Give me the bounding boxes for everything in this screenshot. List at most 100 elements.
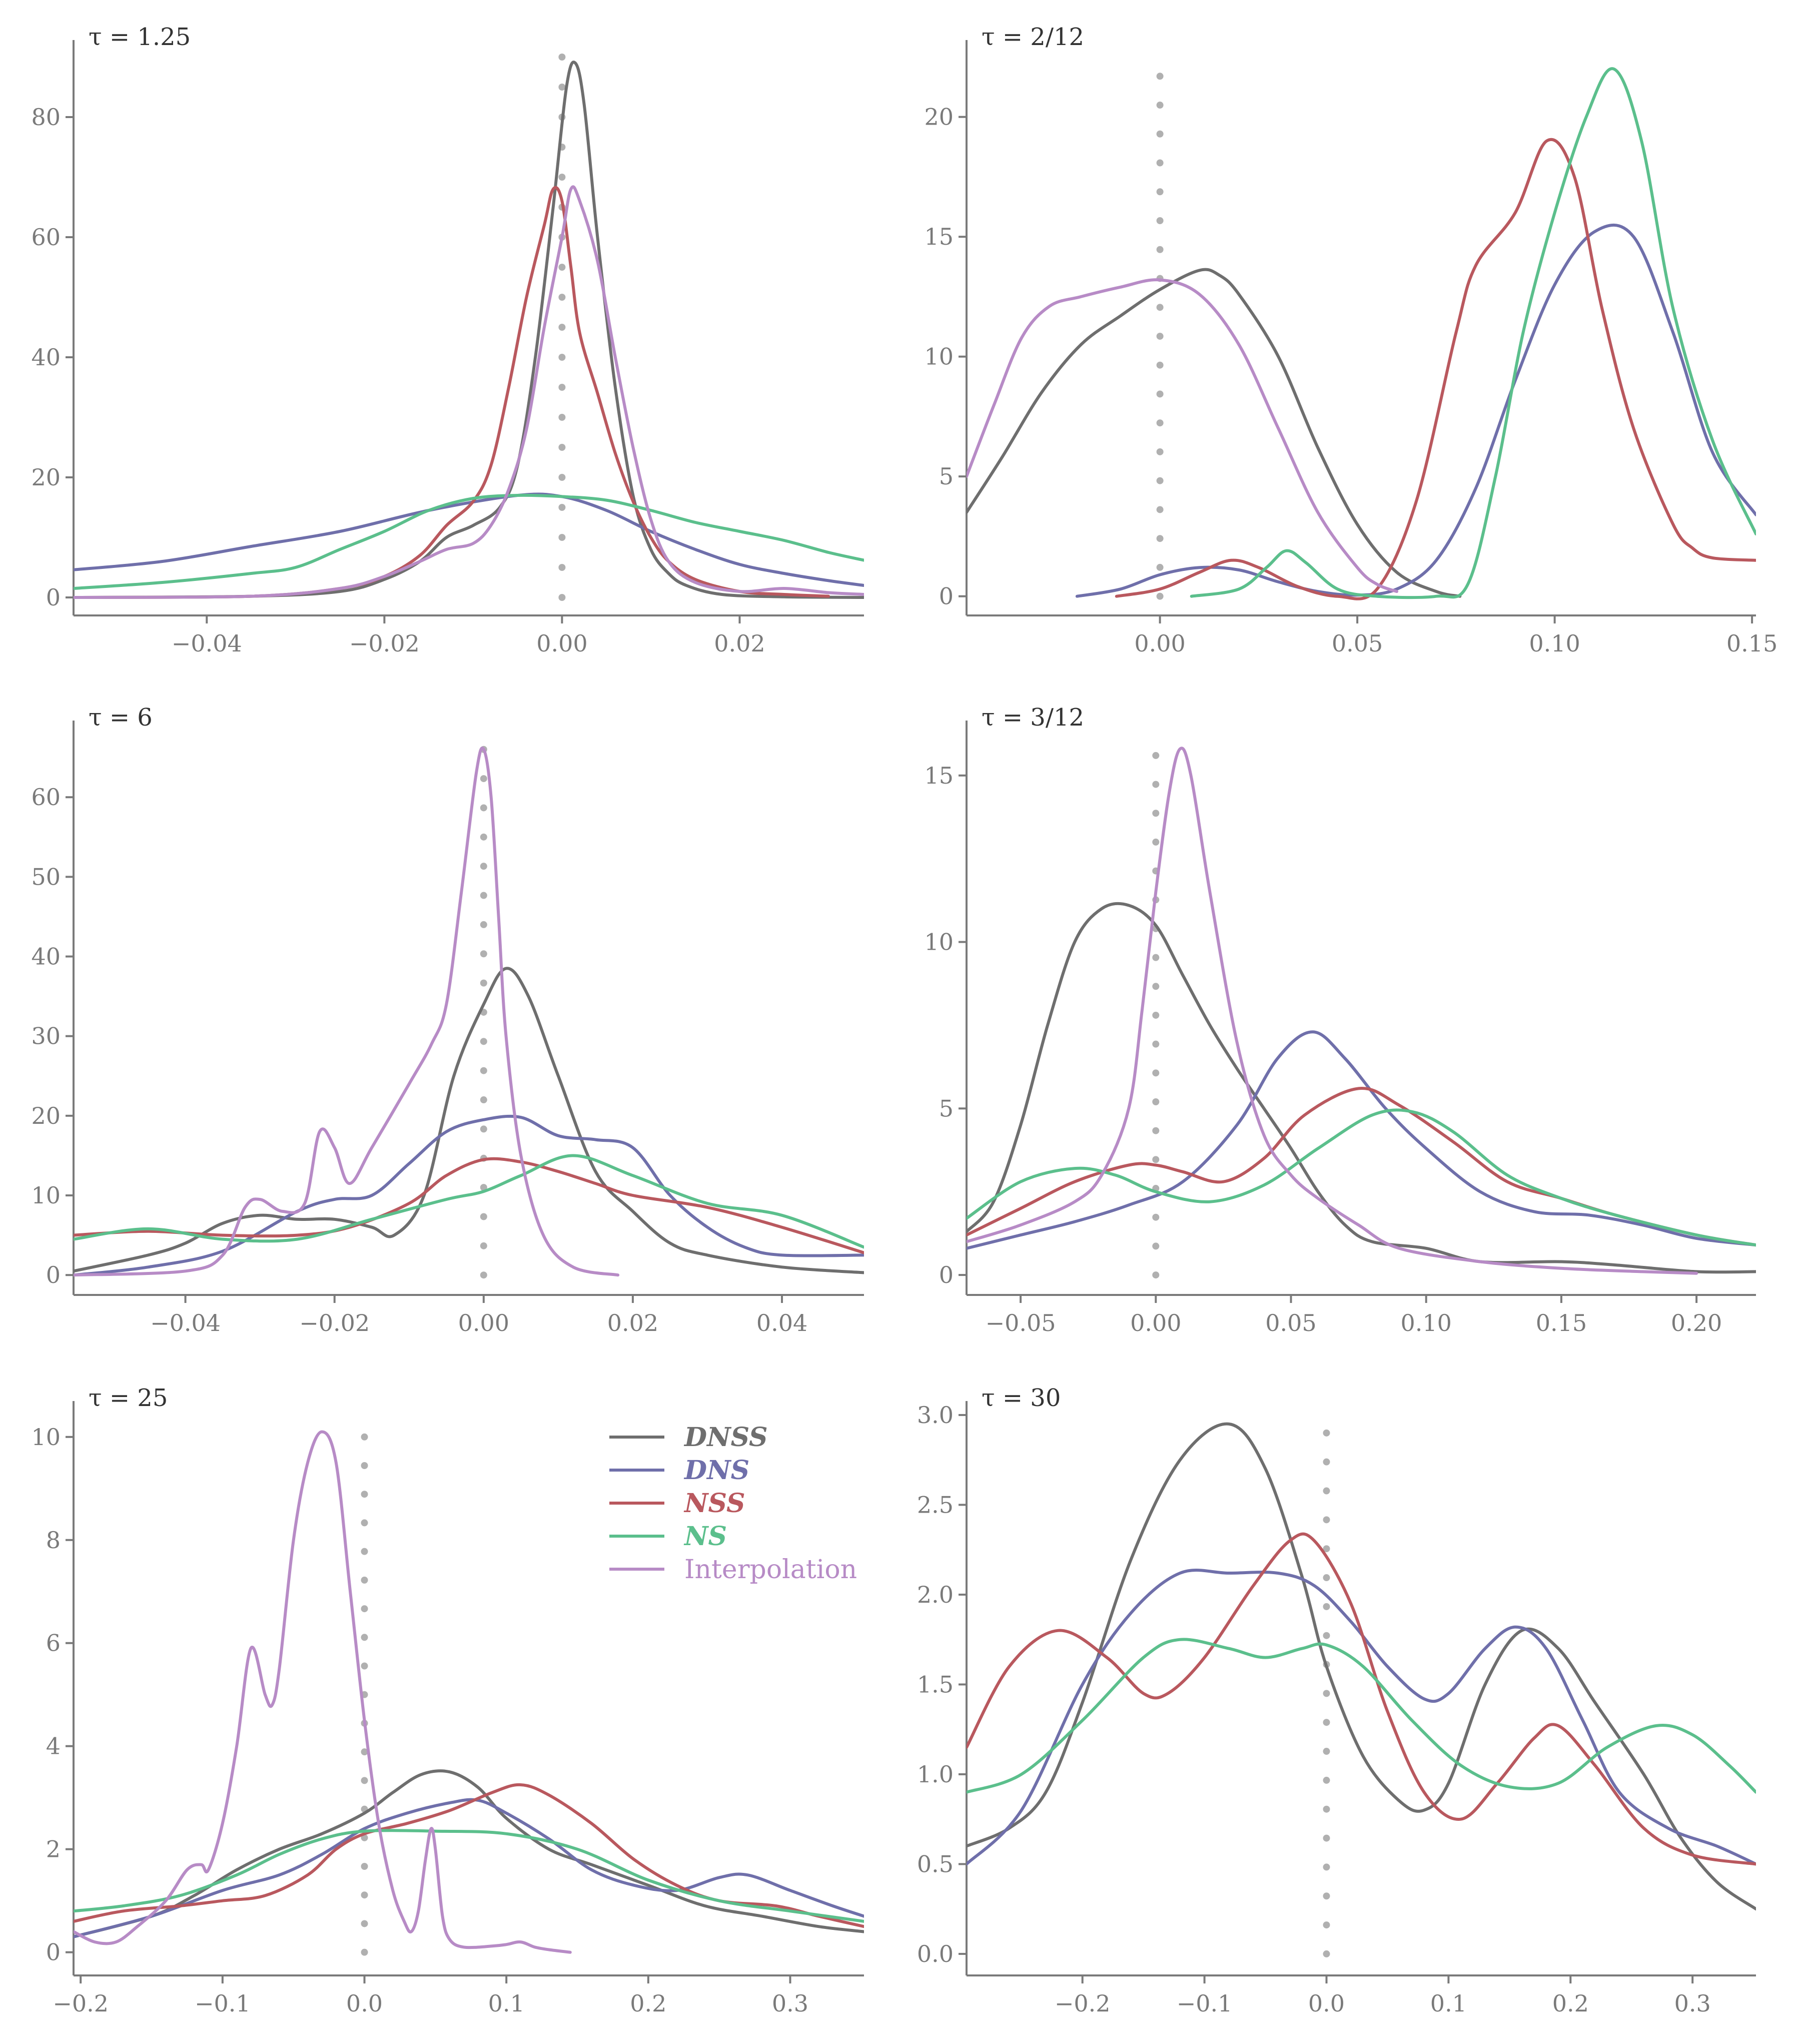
legend-label-dns: DNS xyxy=(683,1455,749,1486)
reference-dot xyxy=(361,1548,368,1555)
y-tick-label: 5 xyxy=(939,1095,954,1122)
reference-dot xyxy=(1152,1011,1160,1019)
x-tick-label: −0.04 xyxy=(172,630,242,657)
reference-dot xyxy=(361,1863,368,1870)
x-tick-label: 0.05 xyxy=(1332,630,1383,657)
y-tick-label: 10 xyxy=(924,929,954,956)
reference-dot xyxy=(1323,1632,1330,1639)
reference-dot xyxy=(1323,1892,1330,1900)
panel-4: −0.05 0.00 0.05 0.10 0.15 0.20 0 5 10 15 τ = 3/12 xyxy=(924,704,1756,1336)
reference-dot xyxy=(1323,1748,1330,1755)
reference-dot xyxy=(1323,1690,1330,1697)
legend-label-interpolation: Interpolation xyxy=(684,1555,857,1585)
reference-dot xyxy=(1152,810,1160,817)
series-line-interpolation xyxy=(74,1430,572,1954)
reference-dot xyxy=(558,264,566,271)
reference-dot xyxy=(361,1748,368,1756)
x-tick-label: 0.0 xyxy=(346,1990,383,2017)
y-tick-label: 0 xyxy=(46,584,61,611)
panel-title: τ = 25 xyxy=(89,1384,168,1412)
x-tick-label: −0.04 xyxy=(150,1309,221,1336)
panel-6: −0.2 −0.1 0.0 0.1 0.2 0.3 0.0 0.5 1.0 1.5 2.0 2.5 3.… xyxy=(917,1384,1756,2017)
series-line-ns xyxy=(74,1154,864,1249)
reference-dot xyxy=(361,1891,368,1899)
series-line-dns xyxy=(74,1798,864,1938)
reference-dot xyxy=(1323,1719,1330,1726)
reference-dot xyxy=(1156,332,1164,340)
reference-dot xyxy=(361,1634,368,1641)
reference-dot xyxy=(361,1920,368,1927)
series-line-ns xyxy=(967,1108,1756,1247)
x-tick-label: 0.10 xyxy=(1529,630,1580,657)
reference-dot xyxy=(480,1125,487,1133)
y-tick-label: 20 xyxy=(31,464,61,491)
reference-dot xyxy=(480,1213,487,1220)
reference-dot xyxy=(1323,1516,1330,1524)
x-tick-label: 0.15 xyxy=(1536,1309,1587,1336)
reference-dot xyxy=(1156,535,1164,542)
reference-dot xyxy=(558,354,566,361)
y-tick-label: 5 xyxy=(939,463,954,490)
panel-1: −0.04 −0.02 0.00 0.02 0 20 40 60 80 τ = 1.25 xyxy=(31,23,864,657)
reference-dot xyxy=(1152,1242,1160,1250)
reference-dot xyxy=(1323,1429,1330,1437)
reference-dot xyxy=(558,414,566,421)
reference-dot xyxy=(1156,361,1164,369)
series-line-dnss xyxy=(967,1422,1756,1911)
panel-title: τ = 30 xyxy=(982,1384,1061,1412)
reference-dot xyxy=(480,804,487,812)
y-tick-label: 6 xyxy=(46,1630,61,1657)
reference-dot xyxy=(1156,592,1164,600)
reference-dot xyxy=(1323,1487,1330,1495)
reference-dot xyxy=(480,775,487,783)
reference-dot xyxy=(480,833,487,841)
series-line-interpolation xyxy=(967,278,1398,593)
y-tick-label: 15 xyxy=(924,223,954,250)
x-tick-label: −0.05 xyxy=(986,1309,1056,1336)
x-tick-label: −0.02 xyxy=(299,1309,370,1336)
panel-3: −0.04 −0.02 0.00 0.02 0.04 0 10 20 30 40 50 60 τ = 6 xyxy=(31,704,864,1336)
reference-dot xyxy=(1156,246,1164,253)
y-tick-label: 1.0 xyxy=(917,1761,954,1788)
series-line-dns xyxy=(967,1569,1756,1866)
reference-dot xyxy=(361,1605,368,1613)
reference-dot xyxy=(1152,752,1160,759)
y-tick-label: 80 xyxy=(31,104,61,131)
reference-dot xyxy=(1152,1156,1160,1163)
x-tick-label: 0.00 xyxy=(1134,630,1185,657)
reference-dot xyxy=(480,1184,487,1191)
x-tick-label: 0.00 xyxy=(536,630,587,657)
x-tick-label: 0.2 xyxy=(1552,1990,1589,2017)
legend-label-nss: NSS xyxy=(683,1488,745,1519)
y-tick-label: 0.5 xyxy=(917,1850,954,1877)
x-tick-label: 0.1 xyxy=(488,1990,525,2017)
series-line-nss xyxy=(967,1532,1756,1866)
x-tick-label: 0.15 xyxy=(1726,630,1777,657)
panel-2: 0.00 0.05 0.10 0.15 0 5 10 15 20 τ = 2/12 xyxy=(924,23,1777,657)
reference-dot xyxy=(1152,1213,1160,1221)
reference-dot xyxy=(1156,448,1164,455)
series-line-interpolation xyxy=(74,747,620,1277)
reference-dot xyxy=(1152,1098,1160,1106)
reference-dot xyxy=(1156,188,1164,196)
y-tick-label: 30 xyxy=(31,1023,61,1050)
reference-dot xyxy=(480,1038,487,1045)
x-tick-label: 0.2 xyxy=(630,1990,666,2017)
reference-dot xyxy=(1152,1040,1160,1048)
y-tick-label: 10 xyxy=(31,1182,61,1209)
series-line-interpolation xyxy=(74,185,864,599)
x-tick-label: 0.0 xyxy=(1308,1990,1345,2017)
x-tick-label: 0.00 xyxy=(1130,1309,1181,1336)
reference-dot xyxy=(1156,419,1164,427)
legend-label-ns: NS xyxy=(683,1521,727,1552)
y-tick-label: 2.5 xyxy=(917,1491,954,1518)
reference-dot xyxy=(1152,781,1160,788)
reference-dot xyxy=(558,444,566,451)
series-line-dns xyxy=(74,1114,864,1277)
y-tick-label: 4 xyxy=(46,1733,61,1760)
y-tick-label: 20 xyxy=(924,104,954,131)
x-tick-label: 0.00 xyxy=(458,1309,509,1336)
y-tick-label: 50 xyxy=(31,863,61,890)
